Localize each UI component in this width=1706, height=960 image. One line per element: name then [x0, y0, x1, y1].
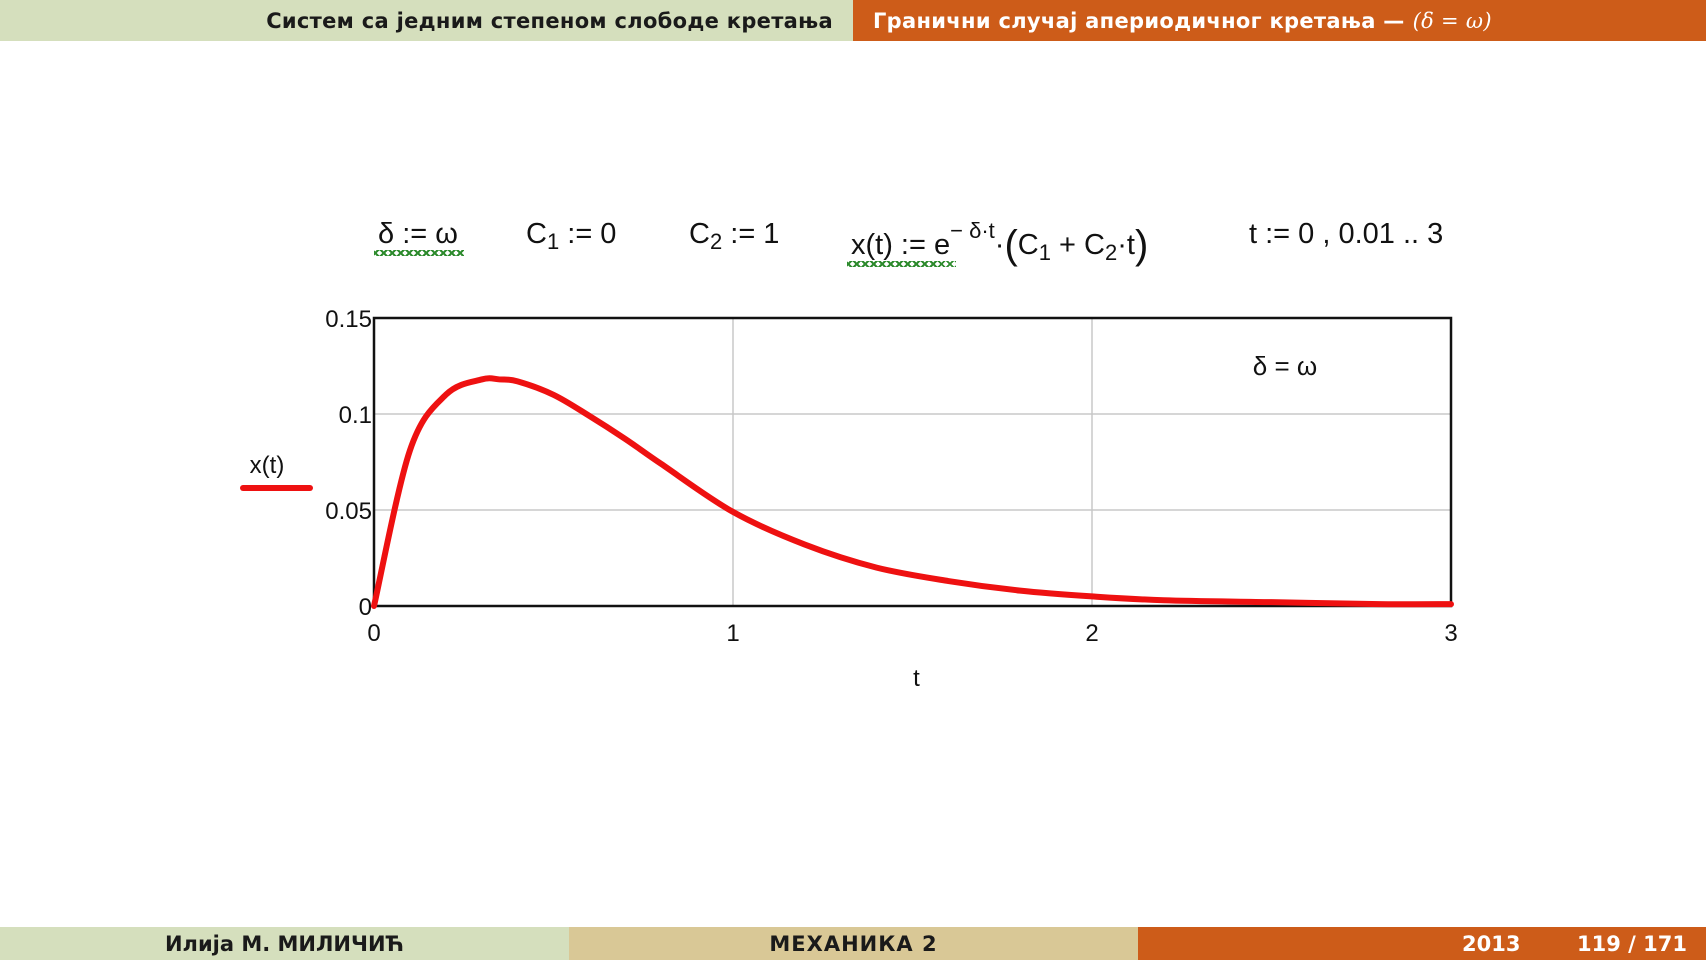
t-range-definition: t := 0 , 0.01 .. 3 — [1249, 218, 1443, 262]
open-paren: ( — [1004, 223, 1018, 267]
subsection-title-text: Гранични случај апериодичног кретања — — [873, 8, 1405, 33]
chart-grid — [374, 318, 1451, 606]
subsection-title[interactable]: Гранични случај апериодичног кретања — (… — [853, 0, 1706, 41]
c1-name: C — [526, 218, 547, 250]
subsection-condition: (δ = ω) — [1412, 8, 1492, 33]
chart-ticks: 0 1 2 3 0 0.05 0.1 0.15 — [325, 306, 1457, 647]
section-title-text: Систем са једним степеном слободе кретањ… — [266, 8, 833, 33]
footer-course[interactable]: МЕХАНИКА 2 — [569, 927, 1138, 960]
c1-definition: C1 := 0 — [526, 218, 616, 262]
y-tick-label: 0.15 — [325, 306, 372, 333]
series-line-xt — [371, 375, 1454, 609]
chart-annotation: δ = ω — [1253, 351, 1317, 381]
header-bar: Систем са једним степеном слободе кретањ… — [0, 0, 1706, 41]
section-title[interactable]: Систем са једним степеном слободе кретањ… — [0, 0, 853, 41]
x-lhs: x(t) := e — [851, 229, 951, 261]
c1-value: := 0 — [559, 218, 617, 250]
plot-frame — [372, 316, 1453, 608]
page-number: 119 / 171 — [1577, 931, 1687, 956]
x-tail: ·t — [1117, 229, 1135, 261]
footer-author[interactable]: Илија М. МИЛИЧИЋ — [0, 927, 569, 960]
y-tick-label: 0.05 — [325, 498, 372, 525]
c2-name: C — [689, 218, 710, 250]
close-paren: ) — [1134, 223, 1149, 267]
x-tick-label: 3 — [1444, 620, 1457, 647]
footer-info: 2013 119 / 171 — [1138, 927, 1706, 960]
x-c2-sub: 2 — [1104, 240, 1118, 265]
x-tick-label: 1 — [726, 620, 739, 647]
x-c2: C — [1084, 229, 1105, 261]
y-tick-label: 0 — [359, 594, 372, 621]
x-definition: x(t) := e− δ·t·(C1 + C2·t) — [851, 218, 1148, 267]
x-tick-label: 2 — [1085, 620, 1098, 647]
x-exponent: − δ·t — [950, 218, 995, 243]
c2-definition: C2 := 1 — [689, 218, 779, 262]
author-name: Илија М. МИЛИЧИЋ — [164, 931, 405, 956]
y-axis-label: x(t) — [250, 452, 285, 479]
footer-bar: Илија М. МИЛИЧИЋ МЕХАНИКА 2 2013 119 / 1… — [0, 927, 1706, 960]
footer-year: 2013 — [1462, 931, 1521, 956]
x-c1: C — [1017, 229, 1039, 261]
t-range-text: t := 0 , 0.01 .. 3 — [1249, 218, 1444, 250]
x-dot: · — [994, 229, 1005, 261]
c2-subscript: 2 — [709, 229, 723, 254]
y-tick-label: 0.1 — [339, 402, 372, 429]
delta-definition: δ := ω — [378, 218, 458, 262]
c2-value: := 1 — [722, 218, 780, 250]
x-c1-sub: 1 — [1038, 240, 1051, 265]
course-name: МЕХАНИКА 2 — [769, 931, 938, 956]
x-tick-label: 0 — [367, 620, 380, 647]
delta-definition-text: δ := ω — [378, 218, 458, 250]
x-plus: + — [1050, 229, 1085, 261]
chart-series — [371, 375, 1454, 609]
x-axis-label: t — [913, 665, 920, 692]
c1-subscript: 1 — [546, 229, 560, 254]
